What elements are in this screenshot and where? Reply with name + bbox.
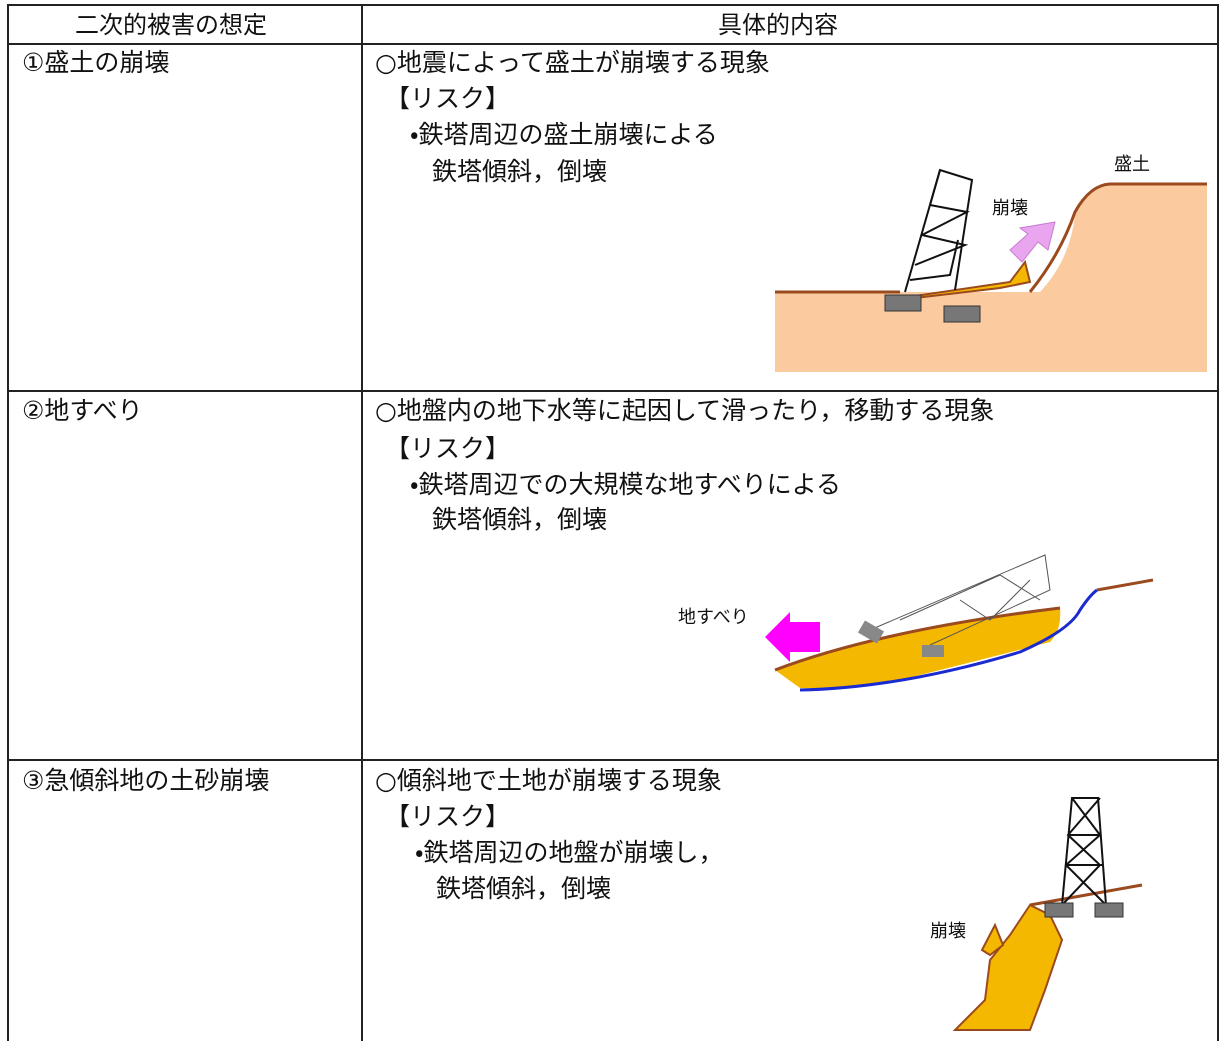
phenomenon: ○地震によって盛土が崩壊する現象 <box>375 48 770 77</box>
risk-line: 鉄塔傾斜，倒壊 <box>432 505 608 534</box>
risk-line: ・鉄塔周辺での大規模な地すべりによる <box>410 470 842 499</box>
figure-label: 崩壊 <box>992 198 1028 219</box>
figure-slope: 崩壊 <box>930 797 1143 1031</box>
risk-line: ・鉄塔周辺の盛土崩壊による <box>410 120 718 149</box>
risk-line: 鉄塔傾斜，倒壊 <box>436 874 612 903</box>
figure-landslide: 地すべり <box>678 554 1154 692</box>
hazard: ①盛土の崩壊 <box>22 48 170 77</box>
risk-line: 鉄塔傾斜，倒壊 <box>432 157 608 186</box>
figure-label: 地すべり <box>678 607 749 628</box>
hazard: ②地すべり <box>22 396 143 425</box>
column-header: 具体的内容 <box>718 11 838 39</box>
figure-embankment: 盛土 崩壊 <box>775 154 1207 372</box>
hazard: ③急傾斜地の土砂崩壊 <box>22 766 270 795</box>
table-borders <box>7 4 1219 1041</box>
risk-line: ・鉄塔周辺の地盤が崩壊し， <box>415 838 724 867</box>
phenomenon: ○傾斜地で土地が崩壊する現象 <box>375 766 722 795</box>
column-header: 二次的被害の想定 <box>75 11 267 39</box>
risk-heading: 【リスク】 <box>385 434 511 463</box>
figure-label: 盛土 <box>1114 154 1150 175</box>
figure-label: 崩壊 <box>930 921 966 942</box>
risk-heading: 【リスク】 <box>385 802 511 831</box>
phenomenon: ○地盤内の地下水等に起因して滑ったり，移動する現象 <box>375 396 995 425</box>
risk-heading: 【リスク】 <box>385 84 511 113</box>
